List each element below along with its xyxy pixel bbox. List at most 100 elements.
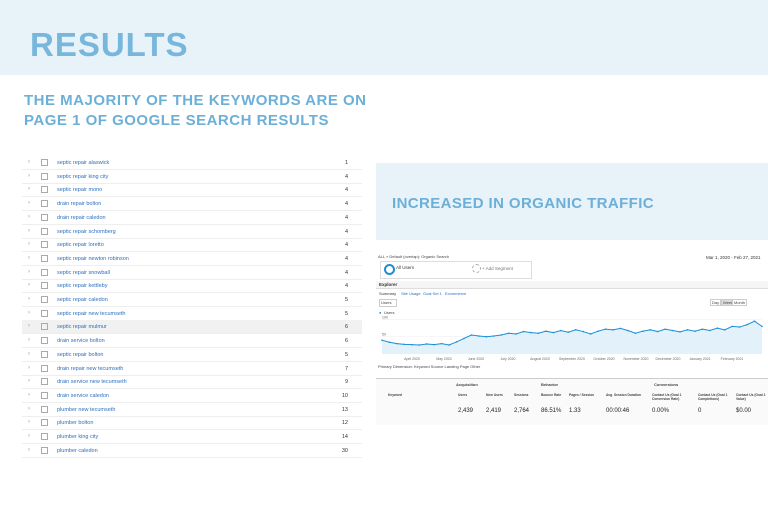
checkbox[interactable] [41,186,48,194]
point [440,342,443,345]
subtitle-line: THE MAJORITY OF THE KEYWORDS ARE ON [24,92,367,109]
checkbox[interactable] [41,296,48,303]
keyword[interactable]: septic repair snowball [57,269,110,276]
keyword[interactable]: drain service bolton [57,338,105,345]
x-tick-label: August 2020 [530,357,550,361]
checkbox[interactable] [41,172,48,180]
keyword-row[interactable]: › septic repair loretto 4 [22,238,362,253]
checkbox[interactable] [41,378,48,386]
expand-icon: › [28,378,30,385]
position: 4 [344,173,348,180]
keyword[interactable]: plumber new tecumseth [57,406,116,413]
keyword-row[interactable]: › drain service new tecumseth 9 [22,375,362,390]
point [709,329,711,332]
date-range[interactable]: Mar 1, 2020 - Feb 27, 2021 [706,255,761,260]
keyword[interactable]: septic repair caledon [57,297,108,303]
segment-icon [384,264,395,275]
keyword-row[interactable]: › drain repair new tecumseth 7 [22,362,362,376]
keyword[interactable]: septic repair mono [57,187,103,194]
keyword-row[interactable]: › septic repair mulmur 6 [22,320,362,335]
keyword[interactable]: septic repair new tecumseth [57,310,126,317]
checkbox[interactable] [41,433,48,440]
subtab[interactable]: Goal Set 1 [423,291,442,296]
keyword[interactable]: plumber bolton [57,420,94,427]
keyword[interactable]: septic repair alaswick [57,160,110,166]
keyword-row[interactable]: › plumber caledon 30 [22,444,362,458]
keyword-row[interactable]: › septic repair snowball 4 [22,266,362,280]
keyword-row[interactable]: › drain service caledon 10 [22,389,362,403]
segment-box[interactable] [380,261,532,279]
point [425,343,428,345]
panel-title: INCREASED IN ORGANIC TRAFFIC [392,195,655,212]
point [574,329,577,331]
legend-label: Users [384,310,395,315]
keyword[interactable]: drain repair bolton [57,201,102,208]
keyword-row[interactable]: › septic repair bolton 5 [22,348,362,362]
keyword[interactable]: septic repair mulmur [57,324,107,331]
keyword-row[interactable]: › septic repair newton robinson 4 [22,252,362,266]
add-segment[interactable]: + Add Segment [482,266,513,271]
keyword[interactable]: drain service new tecumseth [57,379,127,386]
subtab[interactable]: Summary [379,291,397,296]
point [664,328,666,330]
tab[interactable]: Explorer [379,282,398,287]
subtab[interactable]: Ecommerce [445,291,467,296]
checkbox[interactable] [41,282,48,290]
checkbox[interactable] [41,337,48,345]
checkbox[interactable] [41,405,48,413]
keyword[interactable]: septic repair kettleby [57,283,108,290]
keyword[interactable]: septic repair king city [57,173,109,180]
keyword-row[interactable]: › septic repair king city 4 [22,170,362,184]
view-button[interactable]: Day [710,299,722,306]
point [411,343,413,346]
keyword[interactable]: plumber king city [57,434,99,440]
metric-select[interactable] [379,299,397,307]
keyword-row[interactable]: › septic repair alaswick 1 [22,156,362,170]
checkbox[interactable] [41,364,48,372]
checkbox[interactable] [41,350,48,358]
keyword-row[interactable]: › drain service bolton 6 [22,334,362,349]
column-header: Users [458,393,468,397]
keyword[interactable]: septic repair newton robinson [57,255,129,262]
keyword-row[interactable]: › septic repair new tecumseth 5 [22,307,362,321]
checkbox[interactable] [41,159,48,166]
keyword-row[interactable]: › septic repair caledon 5 [22,293,362,307]
keyword-row[interactable]: › septic repair schomberg 4 [22,225,362,239]
y-tick-label: 100 [382,315,388,319]
keyword[interactable]: drain repair caledon [57,214,106,221]
checkbox[interactable] [41,323,48,331]
checkbox[interactable] [41,241,48,249]
keyword[interactable]: drain service caledon [57,392,109,399]
keyword[interactable]: plumber caledon [57,447,98,454]
checkbox[interactable] [41,391,48,399]
keyword-row[interactable]: › plumber new tecumseth 13 [22,403,362,417]
keyword-row[interactable]: › plumber bolton 12 [22,416,362,431]
position: 5 [344,310,348,317]
checkbox[interactable] [41,268,48,276]
checkbox[interactable] [41,309,48,317]
keyword-row[interactable]: › septic repair kettleby 4 [22,279,362,294]
keyword-row[interactable]: › plumber king city 14 [22,430,362,444]
metric-name: Users [381,300,392,305]
checkbox[interactable] [41,200,48,208]
subtab[interactable]: Site Usage [401,291,421,296]
position: 7 [344,365,348,372]
x-tick-label: July 2020 [501,357,516,361]
checkbox[interactable] [41,254,48,262]
position: 5 [344,351,348,358]
keyword-row[interactable]: › drain repair bolton 4 [22,197,362,212]
checkbox[interactable] [41,419,48,427]
keyword[interactable]: septic repair loretto [57,242,104,249]
keyword[interactable]: septic repair bolton [57,351,104,358]
x-tick-label: April 2020 [404,357,420,361]
keyword-row[interactable]: › drain repair caledon 4 [22,211,362,225]
checkbox[interactable] [41,227,48,235]
keyword[interactable]: drain repair new tecumseth [57,365,124,372]
point [679,331,681,333]
keyword[interactable]: septic repair schomberg [57,228,116,235]
keyword-row[interactable]: › septic repair mono 4 [22,183,362,198]
checkbox[interactable] [41,213,48,221]
checkbox[interactable] [41,446,48,454]
view-button[interactable]: Month [732,299,748,306]
